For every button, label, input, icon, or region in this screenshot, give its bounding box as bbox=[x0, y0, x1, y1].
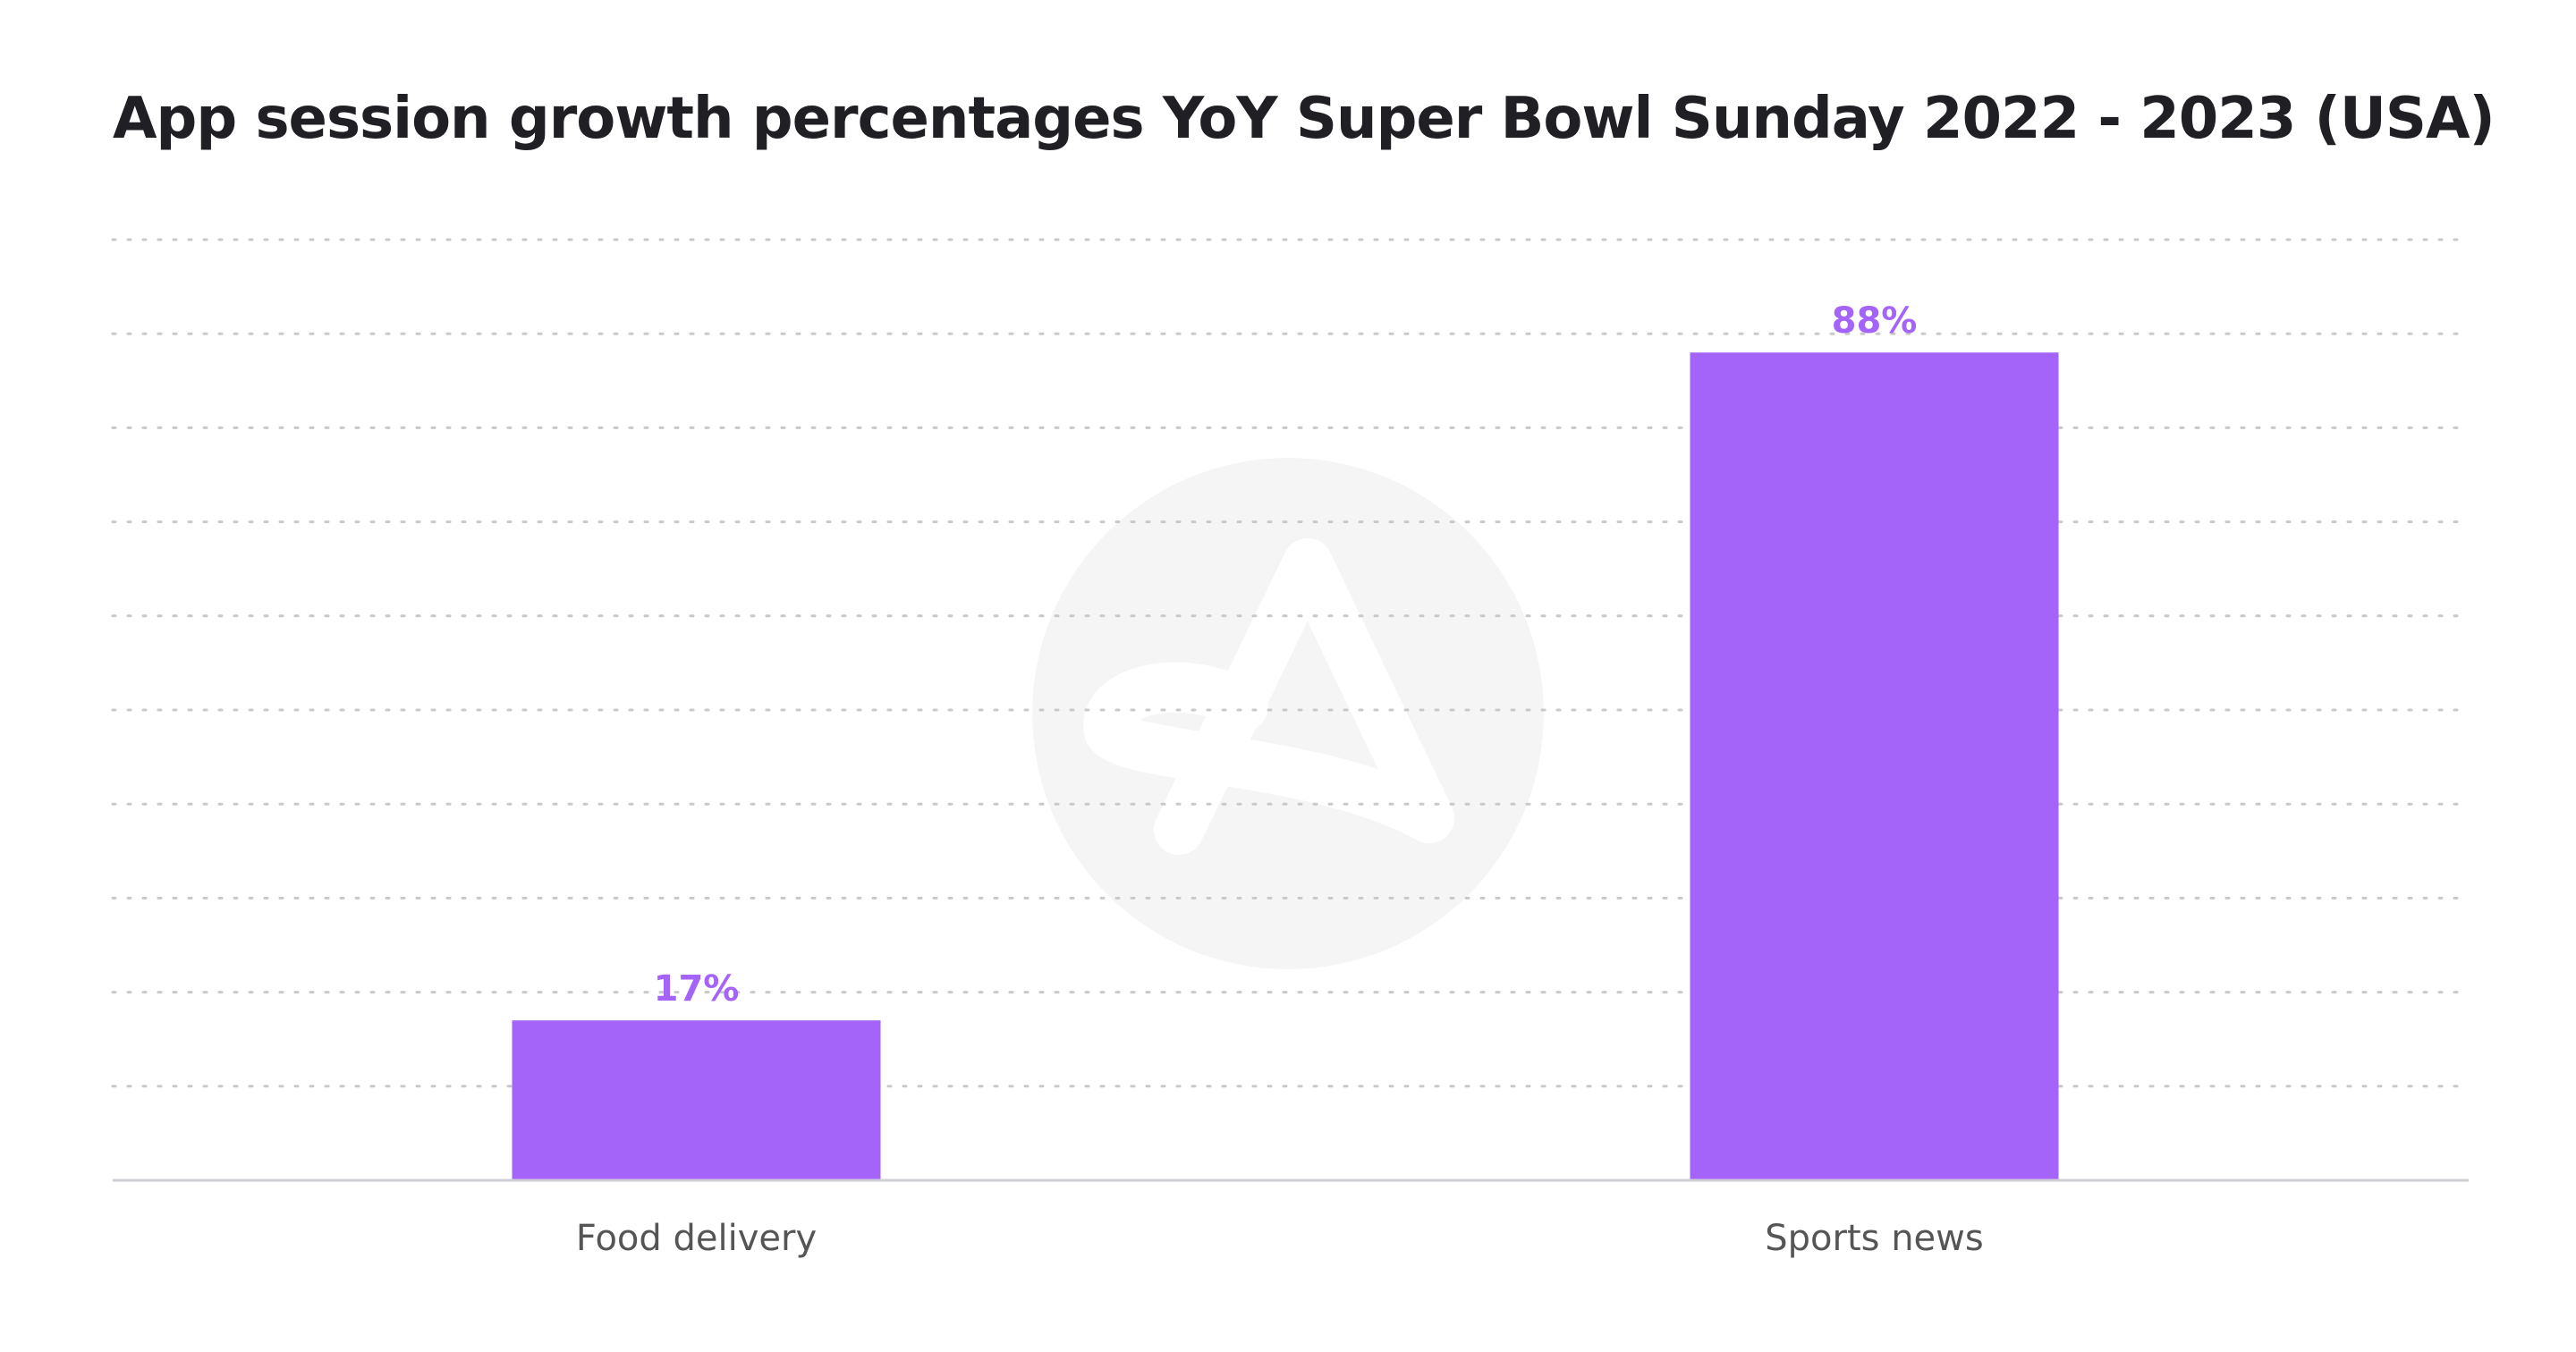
x-tick-label: Sports news bbox=[1765, 1218, 1983, 1259]
x-tick-label: Food delivery bbox=[576, 1218, 817, 1259]
chart-title: App session growth percentages YoY Super… bbox=[113, 86, 2496, 152]
value-label: 88% bbox=[1832, 300, 1918, 342]
value-label: 17% bbox=[654, 968, 740, 1010]
bars bbox=[512, 352, 2059, 1180]
adjust-logo-icon bbox=[1032, 458, 1544, 969]
x-axis-ticks: Food delivery Sports news bbox=[576, 1218, 1984, 1259]
bar-food-delivery bbox=[512, 1020, 881, 1180]
value-labels: 17% 88% bbox=[654, 300, 1918, 1010]
grid-lines bbox=[111, 238, 2470, 1088]
bar-sports-news bbox=[1690, 352, 2059, 1180]
